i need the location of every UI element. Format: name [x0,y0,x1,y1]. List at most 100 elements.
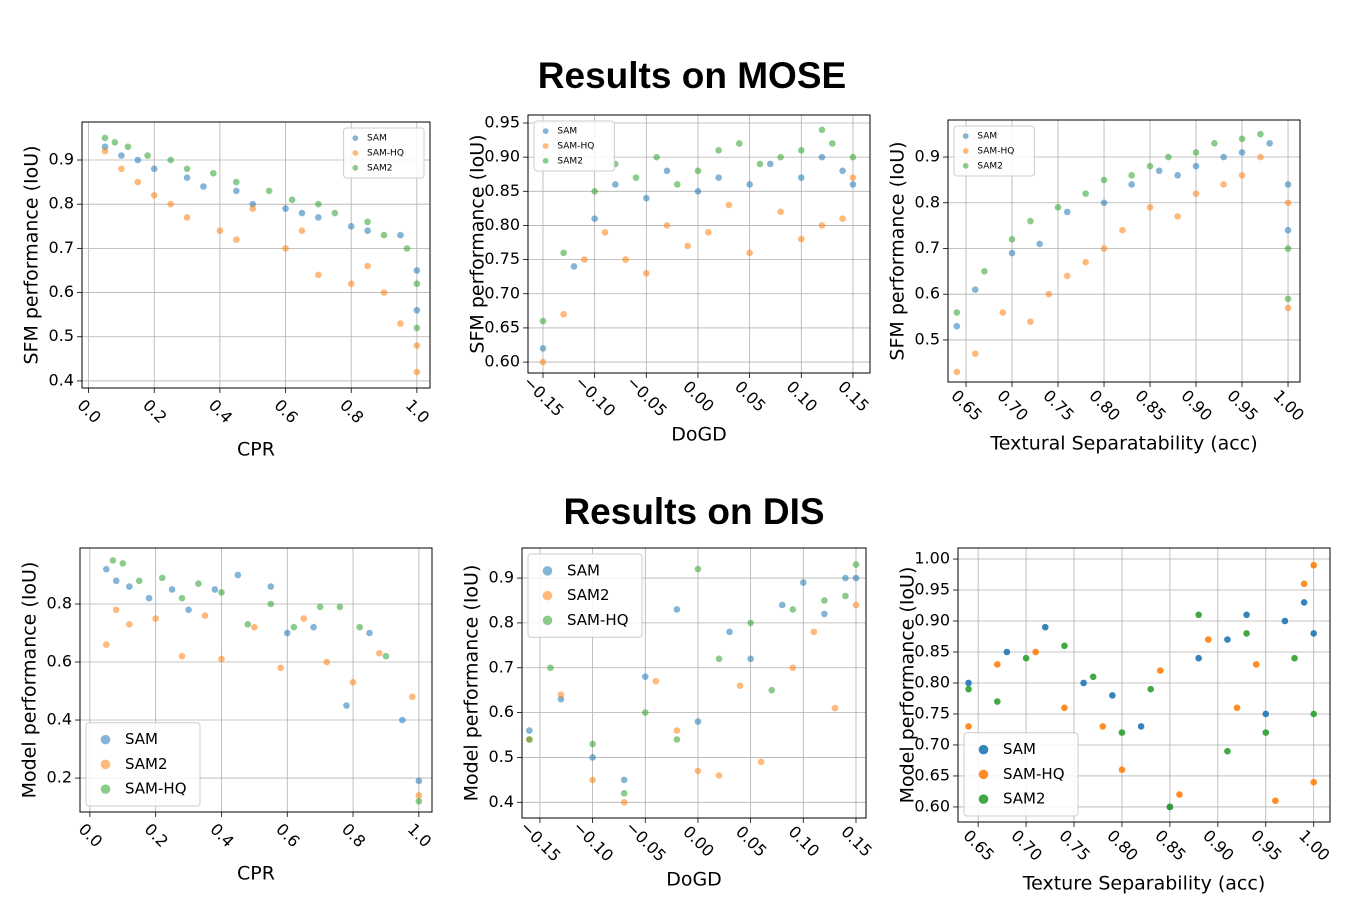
point [1300,580,1308,588]
y-tick-label: 0.4 [47,710,72,729]
point [1281,617,1289,625]
legend-label: SAM2 [567,586,610,604]
point [756,160,764,168]
point [249,205,257,212]
point [821,597,828,604]
point [185,606,192,614]
y-axis-label: SFM performance (IoU) [887,141,909,360]
point [282,205,289,212]
point [1238,149,1246,156]
legend-marker [978,794,989,804]
x-tick-label: 0.0 [74,396,105,427]
point [620,776,628,784]
point [380,289,388,296]
point [267,583,275,590]
point [1109,692,1116,699]
point [1310,630,1318,637]
point [1100,245,1108,252]
point [150,192,158,199]
point [526,727,533,734]
point [1310,710,1318,718]
point [1100,199,1108,207]
legend-marker [978,769,989,780]
point [852,574,860,582]
x-axis-label: CPR [237,439,275,461]
point [403,245,411,252]
point [1174,213,1181,220]
x-tick-label: 0.95 [1247,826,1286,865]
point [1224,747,1231,755]
point [1252,661,1260,668]
points [526,561,860,806]
point [183,214,191,221]
point [570,263,578,270]
point [684,242,691,250]
point [415,792,423,799]
point [746,181,753,188]
point [1262,729,1270,736]
point [408,693,416,701]
axes-frame [527,114,871,374]
y-tick-label: 0.65 [484,317,520,336]
point [283,629,291,637]
point [560,310,567,318]
point [282,245,289,252]
points [103,557,423,805]
point [818,153,826,161]
point [267,600,275,608]
point [1128,181,1135,188]
scatter-panel: 0.65 0.70 0.75 0.80 0.85 0.90 0.95 1.00 0.5 0.6 0.… [887,119,1308,455]
x-axis-label: DoGD [666,869,722,891]
legend-marker [100,759,111,770]
point [364,227,371,234]
y-tick-label: 0.9 [915,147,940,166]
point [210,169,217,177]
legend-label: SAM [125,730,158,748]
point [1220,153,1227,161]
point [694,565,702,573]
point [347,280,355,288]
x-tick-label: −0.05 [622,817,670,865]
point [757,758,765,766]
point [589,740,596,748]
point [126,583,133,590]
axes-frame [947,119,1301,383]
x-tick-label: 0.80 [1103,826,1142,865]
point [298,209,306,217]
point [797,174,805,181]
x-tick-label: 1.00 [1269,386,1308,425]
point [233,236,240,243]
legend-label: SAM-HQ [367,148,404,158]
x-tick-label: 0.8 [336,396,367,427]
point [821,610,828,618]
point [653,153,660,161]
legend-marker [542,143,549,149]
point [178,594,186,602]
point [766,160,774,168]
x-tick-label: 0.8 [338,820,369,851]
axes-frame [521,547,867,819]
y-tick-label: 0.5 [915,329,940,348]
point [1195,654,1202,662]
point [849,174,857,181]
point [1284,226,1292,234]
x-tick-label: 0.70 [1007,826,1046,865]
point [364,218,371,226]
y-tick-label: 0.65 [914,765,950,784]
point [852,601,860,609]
point [1100,176,1108,184]
point [336,603,344,611]
point [118,165,125,173]
legend-marker [542,590,553,601]
point [971,350,979,357]
point [704,228,712,236]
x-tick-label: 0.00 [679,377,718,416]
point [591,188,598,195]
point [323,658,331,666]
legend-box [343,127,425,179]
point [560,249,567,257]
point [1089,673,1097,681]
y-tick-label: 0.75 [914,703,950,722]
point [310,623,317,631]
y-axis-label: Model performance (IoU) [19,562,41,799]
